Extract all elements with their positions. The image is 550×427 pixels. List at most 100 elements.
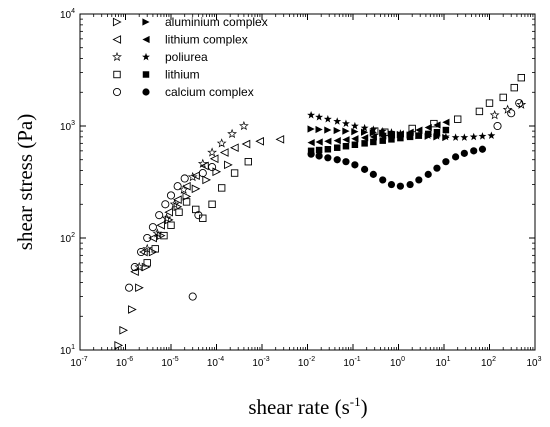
data-point xyxy=(324,146,332,153)
data-point xyxy=(143,233,152,243)
data-point xyxy=(207,147,217,157)
data-point xyxy=(324,154,332,162)
data-point xyxy=(351,161,359,169)
legend-filled-marker xyxy=(142,18,150,26)
x-axis-title-main: shear rate (s xyxy=(248,395,349,419)
data-point xyxy=(141,262,151,272)
data-point xyxy=(487,131,496,139)
x-tick-label: 10-7 xyxy=(70,356,87,369)
data-point xyxy=(378,126,387,135)
data-point xyxy=(333,126,341,135)
data-point xyxy=(342,142,350,150)
data-point xyxy=(130,263,139,272)
data-point xyxy=(239,120,249,131)
data-point xyxy=(424,130,432,138)
data-point xyxy=(156,220,165,230)
legend-filled-marker xyxy=(142,35,150,44)
data-point xyxy=(241,139,251,149)
data-point xyxy=(324,137,332,145)
data-point xyxy=(164,207,173,217)
data-point xyxy=(397,134,404,142)
data-point xyxy=(451,133,460,141)
data-point xyxy=(493,121,502,131)
data-point xyxy=(333,156,341,164)
x-tick-label: 10-1 xyxy=(343,356,360,369)
data-point xyxy=(315,138,323,146)
data-point xyxy=(379,137,386,144)
data-point xyxy=(507,109,516,118)
data-point xyxy=(173,182,182,191)
data-point xyxy=(167,221,175,229)
y-tick-label: 103 xyxy=(60,120,75,133)
data-point xyxy=(125,283,134,292)
data-point xyxy=(323,115,332,123)
data-point xyxy=(198,169,207,178)
x-tick-label: 10-2 xyxy=(298,356,315,369)
data-point xyxy=(408,124,416,133)
data-point xyxy=(151,245,159,253)
data-points xyxy=(114,73,527,350)
legend-open-marker xyxy=(113,70,121,79)
data-point xyxy=(217,184,226,192)
data-point xyxy=(369,133,377,141)
data-point xyxy=(381,128,389,136)
data-point xyxy=(379,176,387,184)
data-point xyxy=(478,145,487,153)
data-point xyxy=(351,141,359,148)
data-point xyxy=(433,132,441,140)
data-point xyxy=(396,129,405,137)
data-point xyxy=(244,158,252,166)
legend-filled-marker xyxy=(142,88,150,96)
legend-label: calcium complex xyxy=(165,85,254,99)
x-axis-title: shear rate (s-1) xyxy=(248,394,367,419)
y-tick-label: 104 xyxy=(60,8,75,21)
data-point xyxy=(424,170,432,178)
data-point xyxy=(387,128,396,136)
data-point xyxy=(388,136,395,143)
data-point xyxy=(499,93,507,102)
data-point xyxy=(307,111,316,119)
data-point xyxy=(255,136,264,146)
data-point xyxy=(406,180,414,189)
data-point xyxy=(502,104,513,114)
data-point xyxy=(433,128,441,136)
data-point xyxy=(470,147,478,155)
data-point xyxy=(191,171,200,181)
data-point xyxy=(155,211,164,220)
data-point xyxy=(387,180,396,189)
data-point xyxy=(209,154,219,164)
data-point xyxy=(510,83,518,92)
legend-filled-marker xyxy=(142,52,150,61)
y-axis-title: shear stress (Pa) xyxy=(13,114,37,250)
data-point xyxy=(361,165,369,173)
data-point xyxy=(315,146,323,154)
data-point xyxy=(342,136,350,144)
data-point xyxy=(208,200,216,208)
data-point xyxy=(202,175,212,185)
x-tick-label: 101 xyxy=(435,356,450,369)
data-point xyxy=(315,152,323,160)
legend-label: aluminium complex xyxy=(165,15,268,29)
data-point xyxy=(469,132,478,141)
data-point xyxy=(194,211,203,220)
data-point xyxy=(307,125,315,133)
data-point xyxy=(342,119,350,127)
axis-ticks xyxy=(79,13,536,351)
data-point xyxy=(182,198,191,206)
data-point xyxy=(128,305,137,314)
y-tick-label: 101 xyxy=(60,344,75,357)
data-point xyxy=(180,174,189,183)
data-point xyxy=(307,150,315,158)
legend-filled-marker xyxy=(142,71,150,78)
data-point xyxy=(166,191,176,200)
data-point xyxy=(370,138,377,146)
data-point xyxy=(415,132,423,139)
data-point xyxy=(350,121,359,130)
data-point xyxy=(175,208,183,216)
data-point xyxy=(139,247,148,257)
data-point xyxy=(441,132,450,141)
data-point xyxy=(315,112,324,121)
data-point xyxy=(478,132,487,140)
data-point xyxy=(406,133,414,141)
